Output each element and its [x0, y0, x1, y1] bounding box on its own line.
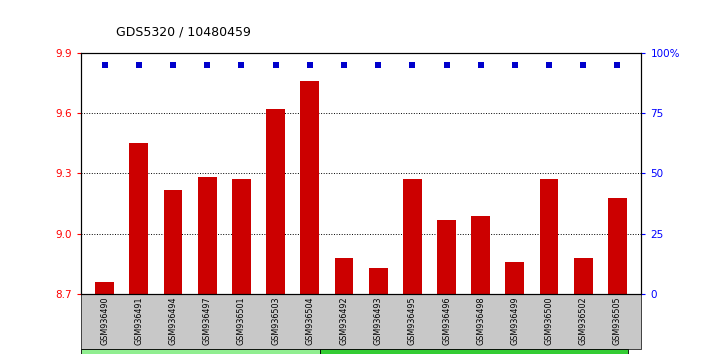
Bar: [471, 216, 490, 294]
Point: [99, 62, 110, 68]
Bar: [81, 349, 320, 354]
Bar: [574, 258, 592, 294]
Bar: [320, 349, 627, 354]
Point: [475, 62, 486, 68]
Bar: [505, 262, 524, 294]
Bar: [130, 143, 148, 294]
Point: [578, 62, 589, 68]
Bar: [300, 81, 319, 294]
Bar: [334, 258, 353, 294]
Point: [372, 62, 383, 68]
Bar: [369, 268, 388, 294]
Point: [612, 62, 623, 68]
Bar: [608, 198, 627, 294]
Bar: [95, 282, 114, 294]
Point: [510, 62, 521, 68]
Point: [133, 62, 144, 68]
Bar: [163, 189, 182, 294]
Point: [236, 62, 247, 68]
Point: [201, 62, 212, 68]
Text: GDS5320 / 10480459: GDS5320 / 10480459: [116, 26, 250, 39]
Point: [543, 62, 554, 68]
Bar: [437, 219, 456, 294]
Point: [407, 62, 418, 68]
Point: [339, 62, 350, 68]
Point: [168, 62, 179, 68]
Bar: [198, 177, 217, 294]
Bar: [232, 179, 251, 294]
Point: [441, 62, 452, 68]
Bar: [403, 179, 422, 294]
Point: [270, 62, 281, 68]
Bar: [540, 179, 559, 294]
Bar: [266, 109, 285, 294]
Point: [304, 62, 315, 68]
